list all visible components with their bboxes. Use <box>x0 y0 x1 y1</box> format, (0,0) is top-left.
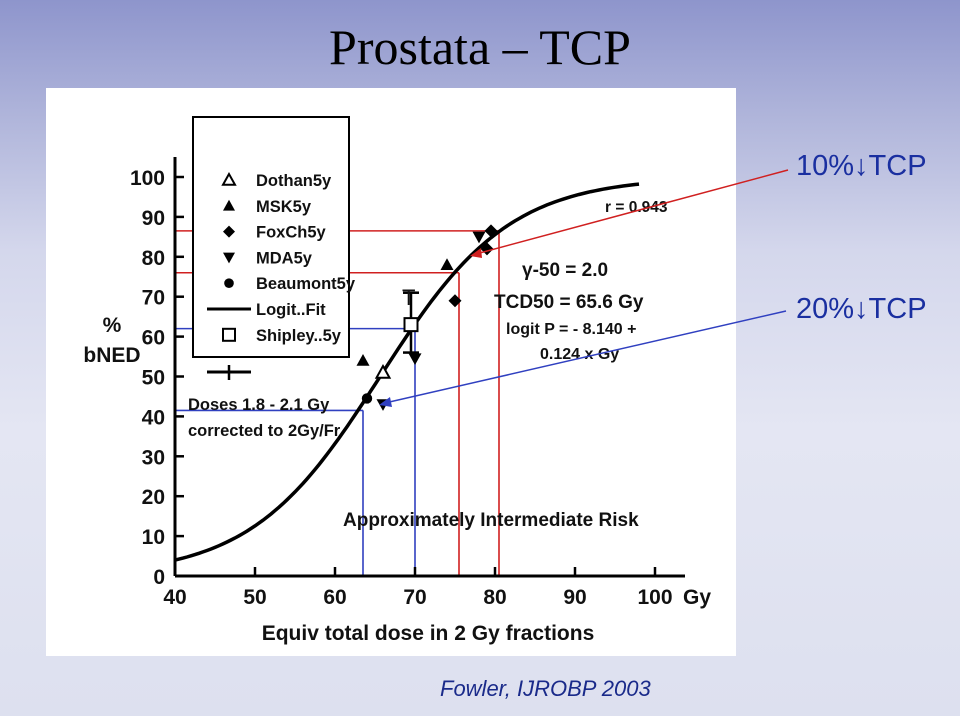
legend-label-1: MSK5y <box>256 198 312 216</box>
note-doses-line2: corrected to 2Gy/Fr <box>188 422 341 440</box>
down-arrow-icon: ↓ <box>854 293 869 325</box>
x-tick-label-80: 80 <box>483 586 506 609</box>
fit-r-value: r = 0.943 <box>605 199 668 216</box>
data-point-msk5y-1 <box>440 258 454 270</box>
y-tick-label-10: 10 <box>142 526 165 549</box>
y-axis-label-line2: bNED <box>83 344 140 367</box>
legend-marker-1 <box>223 199 235 211</box>
data-point-mda5y-2 <box>472 231 486 244</box>
y-tick-label-0: 0 <box>153 566 165 589</box>
down-arrow-icon: ↓ <box>854 150 869 182</box>
x-tick-label-100: 100 <box>637 586 672 609</box>
legend-marker-2 <box>223 225 235 238</box>
risk-label: Approximately Intermediate Risk <box>343 510 639 531</box>
legend-label-4: Beaumont5y <box>256 275 356 293</box>
data-point-shipley5y-0 <box>403 317 419 333</box>
fit-gamma-50: γ-50 = 2.0 <box>522 260 608 281</box>
legend-label-3: MDA5y <box>256 249 313 267</box>
data-point-foxch5y-0 <box>448 294 462 308</box>
y-tick-label-100: 100 <box>130 167 165 190</box>
x-tick-label-50: 50 <box>243 586 266 609</box>
x-unit-label: Gy <box>683 586 711 609</box>
y-tick-label-30: 30 <box>142 446 165 469</box>
arrow-20pct-line <box>384 310 787 404</box>
x-axis-label: Equiv total dose in 2 Gy fractions <box>262 622 595 645</box>
data-point-msk5y-0 <box>356 354 370 366</box>
y-axis-label-line1: % <box>103 314 122 337</box>
legend-marker-4 <box>224 278 234 289</box>
fit-logit-line1: logit P = - 8.140 + <box>506 321 636 338</box>
legend-label-6: Shipley..5y <box>256 327 342 345</box>
y-tick-label-50: 50 <box>142 367 165 390</box>
x-tick-label-70: 70 <box>403 586 426 609</box>
legend-label-2: FoxCh5y <box>256 224 327 242</box>
y-tick-label-70: 70 <box>142 287 165 310</box>
data-point-foxch5y-2 <box>484 224 498 238</box>
legend-marker-3 <box>223 252 235 264</box>
arrow-20pct-head <box>379 397 392 407</box>
annotation-value: 10% <box>796 150 855 182</box>
y-tick-label-40: 40 <box>142 406 165 429</box>
data-point-beaumont5y-0 <box>361 393 373 404</box>
annotation-label: TCP <box>868 150 927 182</box>
y-tick-label-80: 80 <box>142 247 165 270</box>
x-tick-label-60: 60 <box>323 586 346 609</box>
fit-logit-line2: 0.124 x Gy <box>540 346 619 363</box>
data-point-dothan5y-0 <box>374 363 392 379</box>
x-tick-label-40: 40 <box>163 586 186 609</box>
citation: Fowler, IJROBP 2003 <box>440 676 651 701</box>
legend-label-0: Dothan5y <box>256 172 332 190</box>
annotation-label: TCP <box>868 293 927 325</box>
y-tick-label-90: 90 <box>142 207 165 230</box>
arrow-10pct-line <box>475 169 789 255</box>
logit-fit-curve <box>174 182 640 562</box>
note-doses-line1: Doses 1.8 - 2.1 Gy <box>188 396 330 414</box>
annotation-value: 20% <box>796 293 855 325</box>
y-tick-label-60: 60 <box>142 327 165 350</box>
fit-tcd50: TCD50 = 65.6 Gy <box>494 292 644 313</box>
x-tick-label-90: 90 <box>563 586 586 609</box>
shipley-t-label: T <box>402 285 415 310</box>
legend-box <box>192 116 350 358</box>
legend-label-5: Logit..Fit <box>256 301 326 319</box>
arrow-10pct-head <box>470 248 482 258</box>
figure-panel <box>46 88 736 656</box>
legend-marker-0 <box>221 171 237 186</box>
y-tick-label-20: 20 <box>142 486 165 509</box>
slide-title: Prostata – TCP <box>329 19 631 75</box>
annotation-10pct-tcp: 10%↓TCP <box>796 150 927 183</box>
data-point-mda5y-1 <box>408 353 422 366</box>
legend-marker-6 <box>222 327 236 342</box>
annotation-20pct-tcp: 20%↓TCP <box>796 293 927 326</box>
